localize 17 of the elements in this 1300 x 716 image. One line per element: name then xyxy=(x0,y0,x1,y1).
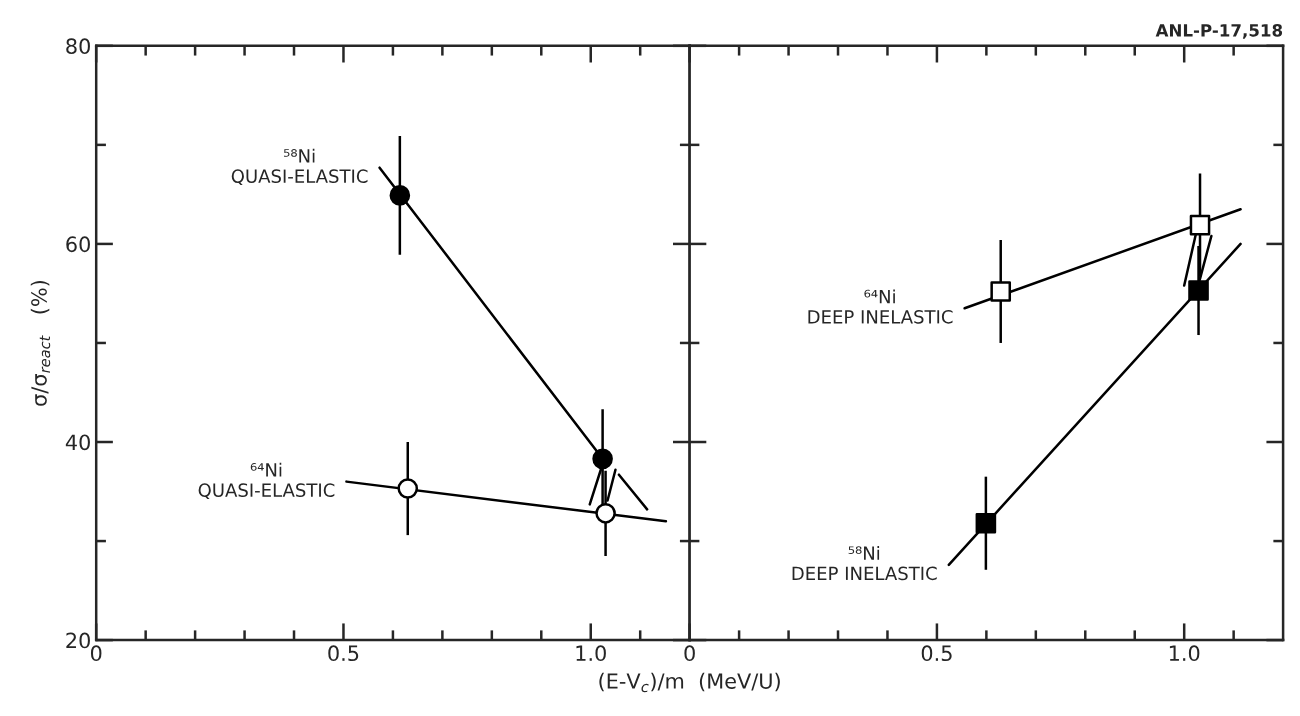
y-tick-label: 80 xyxy=(66,38,90,55)
x-tick-label: 0 xyxy=(90,645,102,662)
x-tick-label: 0 xyxy=(684,645,695,662)
x-tick-label: 1.0 xyxy=(576,645,606,662)
series-label: ⁵⁸Ni QUASI-ELASTIC xyxy=(231,148,368,186)
text: ANL-P-17,518 xyxy=(1155,24,1283,39)
series-label: ⁶⁴Ni DEEP INELASTIC xyxy=(808,289,953,324)
x-tick-label: 0.5 xyxy=(328,645,359,662)
y-tick-label: 20 xyxy=(66,632,90,649)
y-tick-label: 40 xyxy=(65,434,90,451)
x-axis-title: (E-V$_{c}$)/m (MeV/U) xyxy=(599,672,780,693)
text: σ/σ$_{react}$ (%) xyxy=(30,280,51,406)
y-tick-label: 60 xyxy=(66,236,90,253)
x-tick-label: 1.0 xyxy=(1169,645,1200,662)
series-label: ⁵⁸Ni DEEP INELASTIC xyxy=(792,545,937,581)
series-label: ⁶⁴Ni QUASI-ELASTIC xyxy=(198,462,335,500)
x-tick-label: 0.5 xyxy=(921,645,952,662)
